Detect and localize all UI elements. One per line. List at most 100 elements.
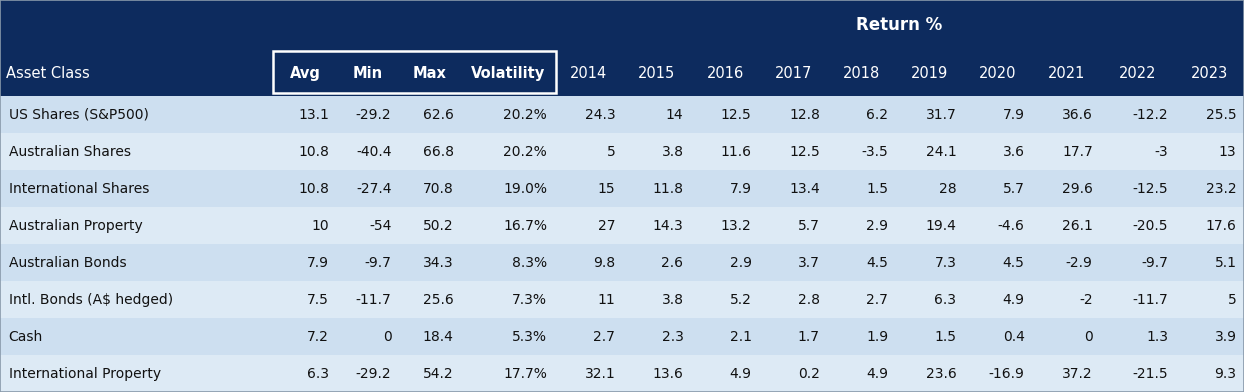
- Text: 8.3%: 8.3%: [513, 256, 547, 270]
- Text: -11.7: -11.7: [1132, 292, 1168, 307]
- Text: 11.6: 11.6: [720, 145, 751, 158]
- Text: International Property: International Property: [9, 367, 160, 381]
- Bar: [0, 133, 1244, 170]
- Text: 17.6: 17.6: [1205, 218, 1237, 232]
- Text: -3: -3: [1154, 145, 1168, 158]
- Text: 7.3: 7.3: [934, 256, 957, 270]
- Text: 26.1: 26.1: [1062, 218, 1092, 232]
- Text: 2.9: 2.9: [866, 218, 888, 232]
- Text: 4.5: 4.5: [1003, 256, 1025, 270]
- Text: 2020: 2020: [979, 66, 1016, 81]
- Text: 2022: 2022: [1120, 66, 1157, 81]
- Text: Asset Class: Asset Class: [6, 66, 90, 81]
- Text: Australian Property: Australian Property: [9, 218, 143, 232]
- Text: Australian Bonds: Australian Bonds: [9, 256, 127, 270]
- Text: -29.2: -29.2: [356, 107, 392, 122]
- Text: 13.4: 13.4: [789, 181, 820, 196]
- Text: 7.9: 7.9: [1003, 107, 1025, 122]
- Text: -9.7: -9.7: [1142, 256, 1168, 270]
- Text: 15: 15: [597, 181, 616, 196]
- Text: 66.8: 66.8: [423, 145, 454, 158]
- Text: 1.7: 1.7: [797, 330, 820, 343]
- Text: 18.4: 18.4: [423, 330, 454, 343]
- Text: 16.7%: 16.7%: [503, 218, 547, 232]
- Text: 20.2%: 20.2%: [504, 107, 547, 122]
- Text: 7.2: 7.2: [307, 330, 330, 343]
- Text: 5.1: 5.1: [1214, 256, 1237, 270]
- Text: US Shares (S&P500): US Shares (S&P500): [9, 107, 148, 122]
- Text: 6.3: 6.3: [307, 367, 330, 381]
- Text: 6.2: 6.2: [866, 107, 888, 122]
- Text: 70.8: 70.8: [423, 181, 454, 196]
- Text: 24.3: 24.3: [585, 107, 616, 122]
- Text: 54.2: 54.2: [423, 367, 454, 381]
- Text: 5.2: 5.2: [730, 292, 751, 307]
- Text: 1.3: 1.3: [1146, 330, 1168, 343]
- Text: 2019: 2019: [911, 66, 948, 81]
- Text: 3.8: 3.8: [662, 145, 683, 158]
- Text: 6.3: 6.3: [934, 292, 957, 307]
- Text: 2.9: 2.9: [730, 256, 751, 270]
- Text: 31.7: 31.7: [926, 107, 957, 122]
- Text: 10.8: 10.8: [299, 181, 330, 196]
- Text: 2.3: 2.3: [662, 330, 683, 343]
- Text: 2.7: 2.7: [593, 330, 616, 343]
- Text: 13.2: 13.2: [722, 218, 751, 232]
- Bar: [0, 51, 1244, 96]
- Text: 2017: 2017: [775, 66, 812, 81]
- Text: 9.3: 9.3: [1214, 367, 1237, 381]
- Text: 13: 13: [1219, 145, 1237, 158]
- Text: 23.2: 23.2: [1205, 181, 1237, 196]
- Text: 14.3: 14.3: [653, 218, 683, 232]
- Bar: [0, 207, 1244, 244]
- Text: 3.8: 3.8: [662, 292, 683, 307]
- Text: 4.9: 4.9: [1003, 292, 1025, 307]
- Text: 5.7: 5.7: [797, 218, 820, 232]
- Text: 11.8: 11.8: [653, 181, 683, 196]
- Text: Min: Min: [352, 66, 383, 81]
- Text: -54: -54: [369, 218, 392, 232]
- Text: 17.7: 17.7: [1062, 145, 1092, 158]
- Text: 4.9: 4.9: [866, 367, 888, 381]
- Bar: [0, 244, 1244, 281]
- Text: 36.6: 36.6: [1062, 107, 1092, 122]
- Text: 7.9: 7.9: [307, 256, 330, 270]
- Text: 62.6: 62.6: [423, 107, 454, 122]
- Text: 0.4: 0.4: [1003, 330, 1025, 343]
- Text: 19.0%: 19.0%: [503, 181, 547, 196]
- Text: 14: 14: [666, 107, 683, 122]
- Text: 2021: 2021: [1047, 66, 1085, 81]
- Text: 3.7: 3.7: [797, 256, 820, 270]
- Bar: [0, 281, 1244, 318]
- Text: 0: 0: [1084, 330, 1092, 343]
- Text: -11.7: -11.7: [356, 292, 392, 307]
- Text: 1.5: 1.5: [866, 181, 888, 196]
- Text: 23.6: 23.6: [926, 367, 957, 381]
- Text: -2.9: -2.9: [1066, 256, 1092, 270]
- Text: 2.7: 2.7: [866, 292, 888, 307]
- Text: Cash: Cash: [9, 330, 44, 343]
- Text: -21.5: -21.5: [1133, 367, 1168, 381]
- Text: 2023: 2023: [1192, 66, 1229, 81]
- Text: -16.9: -16.9: [989, 367, 1025, 381]
- Text: International Shares: International Shares: [9, 181, 149, 196]
- Text: Return %: Return %: [856, 16, 943, 34]
- Text: 2.6: 2.6: [662, 256, 683, 270]
- Text: 13.6: 13.6: [653, 367, 683, 381]
- Text: 12.5: 12.5: [789, 145, 820, 158]
- Text: 2018: 2018: [843, 66, 880, 81]
- Text: 25.6: 25.6: [423, 292, 454, 307]
- Text: 1.9: 1.9: [866, 330, 888, 343]
- Text: -4.6: -4.6: [998, 218, 1025, 232]
- Text: 29.6: 29.6: [1062, 181, 1092, 196]
- Text: 11: 11: [597, 292, 616, 307]
- Text: 7.3%: 7.3%: [513, 292, 547, 307]
- Text: 28: 28: [939, 181, 957, 196]
- Text: 10: 10: [311, 218, 330, 232]
- Bar: [0, 318, 1244, 355]
- Text: 12.5: 12.5: [722, 107, 751, 122]
- Text: 7.9: 7.9: [730, 181, 751, 196]
- Text: 13.1: 13.1: [299, 107, 330, 122]
- Text: 2.1: 2.1: [730, 330, 751, 343]
- Text: -20.5: -20.5: [1133, 218, 1168, 232]
